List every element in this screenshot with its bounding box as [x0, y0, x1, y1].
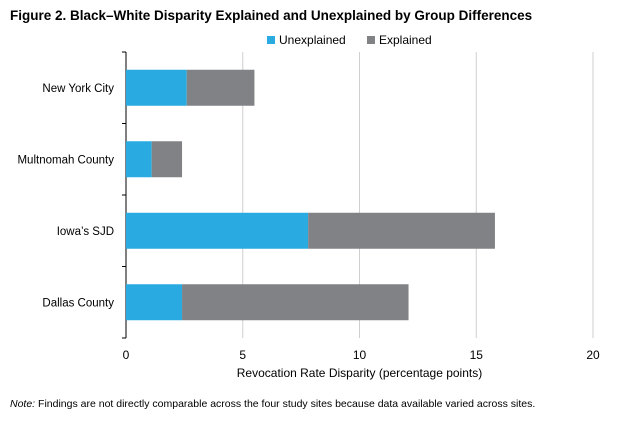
legend-label-unexplained: Unexplained	[279, 33, 346, 47]
bar-explained-1	[151, 141, 183, 178]
bar-unexplained-1	[126, 141, 152, 178]
note-text: Findings are not directly comparable acr…	[38, 398, 536, 410]
legend-swatch-unexplained	[267, 36, 275, 44]
bar-unexplained-2	[126, 212, 309, 249]
bar-unexplained-3	[126, 284, 183, 321]
x-tick-label-2: 10	[353, 348, 367, 362]
x-tick-label-3: 15	[470, 348, 484, 362]
x-axis-label: Revocation Rate Disparity (percentage po…	[237, 366, 482, 380]
category-label-1: Multnomah County	[17, 154, 114, 166]
x-tick-label-4: 20	[586, 348, 600, 362]
bar-unexplained-0	[126, 69, 187, 106]
bar-explained-3	[182, 284, 409, 321]
bar-explained-2	[308, 212, 495, 249]
x-tick-label-1: 5	[239, 348, 246, 362]
category-label-0: New York City	[42, 83, 114, 95]
category-label-3: Dallas County	[42, 297, 114, 309]
x-tick-label-0: 0	[123, 348, 130, 362]
bar-explained-0	[186, 69, 255, 106]
chart-title: Figure 2. Black–White Disparity Explaine…	[10, 8, 533, 23]
legend-swatch-explained	[367, 36, 375, 44]
chart-note: Note: Findings are not directly comparab…	[10, 398, 535, 410]
category-label-2: Iowa’s SJD	[57, 226, 114, 238]
note-label: Note:	[10, 398, 36, 410]
legend-label-explained: Explained	[379, 33, 432, 47]
